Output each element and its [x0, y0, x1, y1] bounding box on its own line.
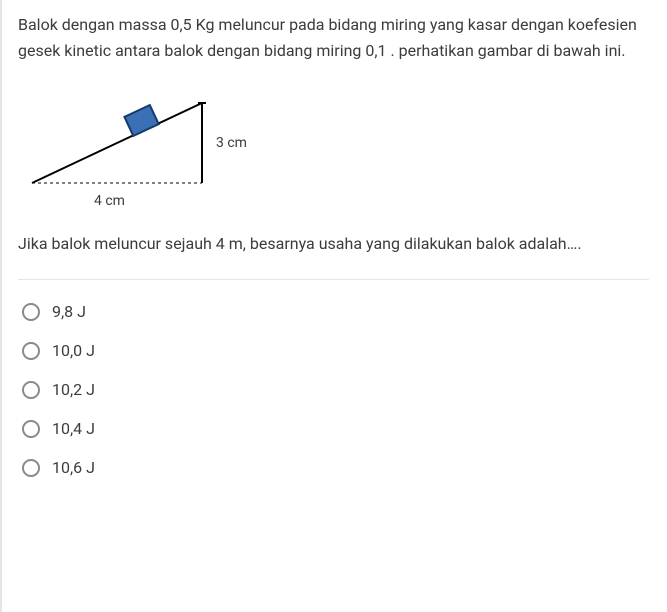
radio-icon — [22, 459, 40, 477]
question-intro: Balok dengan massa 0,5 Kg meluncur pada … — [18, 12, 649, 65]
option-a[interactable]: 9,8 J — [22, 302, 649, 321]
option-label: 9,8 J — [52, 302, 86, 321]
base-label: 4 cm — [94, 193, 125, 209]
block-icon — [124, 105, 158, 136]
height-label: 3 cm — [216, 135, 247, 151]
radio-icon — [22, 342, 40, 360]
incline-diagram: 3 cm 4 cm — [26, 83, 286, 213]
radio-icon — [22, 381, 40, 399]
options-group: 9,8 J 10,0 J 10,2 J 10,4 J 10,6 J — [18, 302, 649, 477]
hypotenuse-line — [32, 103, 202, 183]
question-sub: Jika balok meluncur sejauh 4 m, besarnya… — [18, 231, 649, 257]
option-label: 10,0 J — [52, 341, 95, 360]
radio-icon — [22, 303, 40, 321]
option-label: 10,2 J — [52, 380, 95, 399]
option-e[interactable]: 10,6 J — [22, 458, 649, 477]
accent-border — [0, 0, 2, 612]
option-b[interactable]: 10,0 J — [22, 341, 649, 360]
incline-svg — [26, 83, 286, 213]
option-c[interactable]: 10,2 J — [22, 380, 649, 399]
option-label: 10,6 J — [52, 458, 95, 477]
divider — [18, 279, 649, 280]
option-d[interactable]: 10,4 J — [22, 419, 649, 438]
radio-icon — [22, 420, 40, 438]
option-label: 10,4 J — [52, 419, 95, 438]
